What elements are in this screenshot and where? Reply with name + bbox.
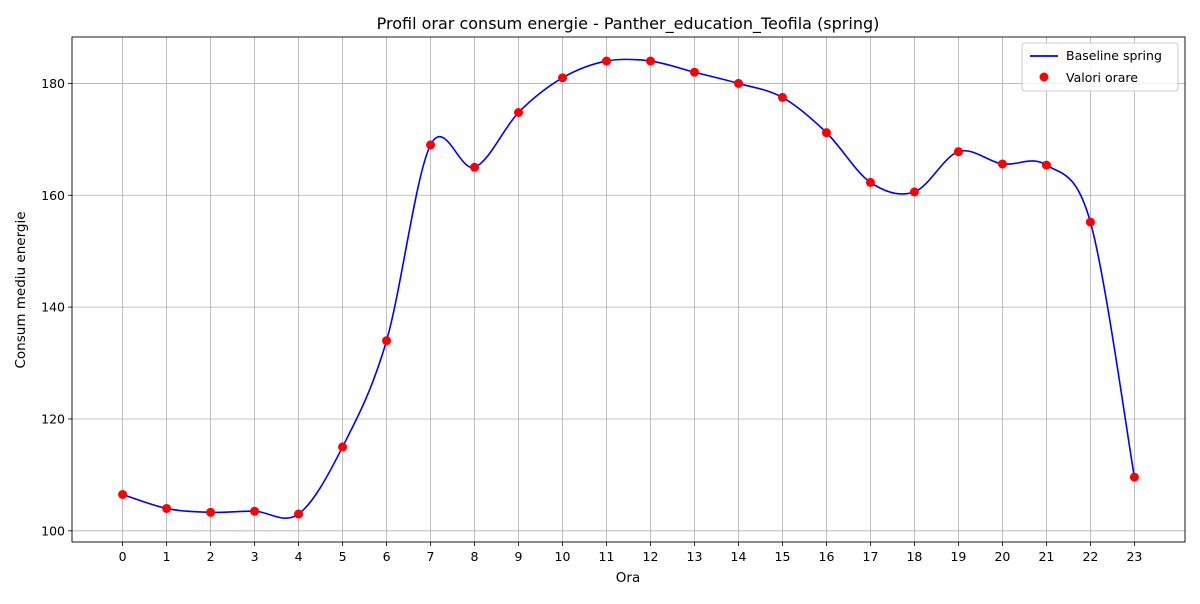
axis-ticks: 0 1 2 3 4 5 6 7 8 9 10 11 12 13 14 15 16 17 18 19 20 21 22 2310… xyxy=(41,76,1142,564)
data-point xyxy=(602,56,612,66)
data-point xyxy=(1129,472,1139,482)
x-tick-label: 9 xyxy=(515,549,523,564)
data-point xyxy=(1085,217,1095,227)
data-point xyxy=(865,177,875,187)
data-point xyxy=(470,162,480,172)
x-tick-label: 22 xyxy=(1082,549,1098,564)
legend-entry-points: Valori orare xyxy=(1066,70,1138,85)
data-point xyxy=(294,509,304,519)
x-tick-label: 4 xyxy=(295,549,303,564)
x-tick-label: 15 xyxy=(775,549,791,564)
grid xyxy=(72,37,1185,542)
y-tick-label: 180 xyxy=(41,76,65,91)
x-tick-label: 1 xyxy=(163,549,171,564)
data-point xyxy=(909,187,919,197)
x-tick-label: 12 xyxy=(643,549,659,564)
data-point xyxy=(645,56,655,66)
y-tick-label: 140 xyxy=(41,300,65,315)
data-point xyxy=(118,489,128,499)
data-point xyxy=(733,78,743,88)
legend-dot-swatch xyxy=(1039,72,1049,82)
data-point xyxy=(338,442,348,452)
data-point xyxy=(382,336,392,346)
data-point xyxy=(997,159,1007,169)
x-tick-label: 8 xyxy=(471,549,479,564)
x-axis-label: Ora xyxy=(616,570,640,586)
plot-area xyxy=(118,56,1139,519)
data-point xyxy=(777,92,787,102)
x-tick-label: 11 xyxy=(599,549,615,564)
x-tick-label: 17 xyxy=(863,549,879,564)
y-tick-label: 120 xyxy=(41,411,65,426)
series-line-baseline-spring xyxy=(122,58,1136,519)
y-axis-label: Consum mediu energie xyxy=(13,211,29,368)
x-tick-label: 20 xyxy=(994,549,1010,564)
data-point xyxy=(689,67,699,77)
x-tick-label: 16 xyxy=(819,549,835,564)
x-tick-label: 5 xyxy=(339,549,347,564)
data-point xyxy=(206,507,216,517)
x-tick-label: 0 xyxy=(119,549,127,564)
y-tick-label: 160 xyxy=(41,188,65,203)
legend: Baseline spring Valori orare xyxy=(1021,42,1179,92)
data-point xyxy=(558,73,568,83)
data-point xyxy=(250,506,260,516)
legend-entry-baseline: Baseline spring xyxy=(1066,48,1162,63)
plot-frame xyxy=(71,36,1186,543)
x-tick-label: 19 xyxy=(950,549,966,564)
data-point xyxy=(953,147,963,157)
x-tick-label: 3 xyxy=(251,549,259,564)
data-point xyxy=(1041,160,1051,170)
x-tick-label: 14 xyxy=(731,549,747,564)
x-tick-label: 13 xyxy=(687,549,703,564)
legend-box xyxy=(1021,42,1179,92)
x-tick-label: 10 xyxy=(555,549,571,564)
x-tick-label: 6 xyxy=(383,549,391,564)
x-tick-label: 2 xyxy=(207,549,215,564)
data-point xyxy=(426,140,436,150)
data-point xyxy=(821,128,831,138)
x-tick-label: 18 xyxy=(906,549,922,564)
chart-title: Profil orar consum energie - Panther_edu… xyxy=(377,14,880,34)
x-tick-label: 21 xyxy=(1038,549,1054,564)
data-point xyxy=(514,107,524,117)
x-tick-label: 23 xyxy=(1126,549,1142,564)
x-tick-label: 7 xyxy=(427,549,435,564)
y-tick-label: 100 xyxy=(41,523,65,538)
data-point xyxy=(162,503,172,513)
